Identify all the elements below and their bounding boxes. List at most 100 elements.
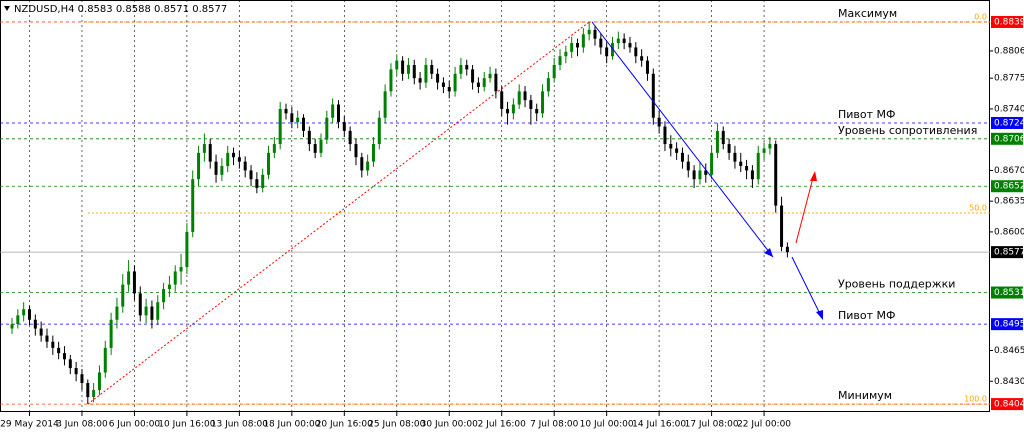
candle-body (430, 65, 434, 74)
candle-body (191, 179, 195, 232)
candle-body (412, 65, 416, 79)
candle-body (564, 51, 568, 57)
candle-body (657, 117, 661, 127)
plot-frame (0, 0, 990, 412)
candle-body (313, 144, 317, 153)
candle-body (115, 306, 119, 320)
candle-body (517, 91, 521, 105)
candle-body (284, 108, 288, 114)
candle-body (360, 157, 364, 171)
candle-body (57, 347, 61, 354)
candle-body (710, 152, 714, 175)
level-text: Максимум (838, 7, 897, 20)
candle-body (167, 284, 171, 290)
candle-body (541, 91, 545, 114)
candle-body (733, 152, 737, 162)
candle-body (663, 126, 667, 145)
candle-body (383, 91, 387, 118)
candle-body (599, 38, 603, 48)
forecast-arrow (791, 256, 823, 319)
candle-body (173, 271, 177, 285)
candle-body (605, 47, 609, 57)
candle-body (721, 130, 725, 145)
candle-body (377, 117, 381, 145)
level-price: 0.8706 (994, 134, 1024, 144)
candle-body (138, 293, 142, 316)
candle-body (675, 148, 679, 153)
candle-body (144, 306, 148, 316)
candle-body (593, 29, 597, 39)
level-box (991, 286, 1023, 299)
candle-body (471, 69, 475, 83)
candle-body (97, 372, 101, 391)
candle-body (267, 152, 271, 175)
candle-body (750, 170, 754, 180)
candle-body (506, 108, 510, 114)
candle-body (634, 47, 638, 57)
candle-body (395, 60, 399, 70)
level-price: 0.8724 (994, 118, 1024, 128)
candle-body (68, 359, 72, 369)
level-price: 0.8531 (994, 288, 1024, 298)
x-tick-label: 30 Jun 00:00 (421, 420, 478, 430)
candle-body (616, 38, 620, 44)
candle-body (581, 34, 585, 48)
candle-body (121, 284, 125, 307)
x-tick-label: 6 Jun 00:00 (109, 420, 161, 430)
candle-body (698, 170, 702, 180)
candle-body (27, 309, 31, 320)
level-box (991, 132, 1023, 145)
candle-body (62, 353, 66, 360)
candle-body (51, 341, 55, 348)
candle-body (622, 38, 626, 44)
level-box (991, 246, 1023, 259)
candle-body (92, 390, 96, 398)
candle-body (523, 91, 527, 101)
candle-body (494, 73, 498, 92)
fibo-label: 100.0 (964, 395, 987, 404)
level-text: Уровень поддержки (838, 278, 955, 291)
close: 0.8577 (192, 4, 227, 15)
level-price: 0.8839 (994, 17, 1024, 27)
candle-body (680, 152, 684, 162)
x-tick-label: 17 Jul 08:00 (685, 420, 739, 430)
candle-body (16, 315, 20, 325)
candle-body (576, 43, 580, 48)
candle-body (645, 60, 649, 74)
level-price: 0.8577 (994, 248, 1024, 258)
candle-body (546, 78, 550, 92)
candle-body (342, 122, 346, 131)
candle-body (459, 65, 463, 74)
x-tick-label: 10 Jun 16:00 (158, 420, 215, 430)
candle-body (150, 306, 154, 320)
arrow-head (816, 310, 823, 320)
candle-body (704, 170, 708, 175)
candle-body (366, 161, 370, 171)
candle-body (535, 108, 539, 114)
candle-body (768, 144, 772, 149)
candle-body (278, 108, 282, 145)
candle-body (628, 43, 632, 48)
chart-title: NZDUSD,H4 0.8583 0.8588 0.8571 0.8577 (14, 4, 227, 15)
candle-body (500, 91, 504, 109)
candle-body (488, 73, 492, 79)
candle-body (307, 130, 311, 145)
candle-body (261, 174, 265, 188)
level-box (991, 116, 1023, 129)
candle-body (669, 144, 673, 149)
candle-body (80, 374, 84, 384)
y-tick-label: 0.8806 (994, 46, 1024, 56)
level-box (991, 15, 1023, 28)
candle-body (45, 335, 49, 342)
candle-body (780, 205, 784, 247)
candle-body (208, 144, 212, 162)
y-tick-label: 0.8740 (994, 104, 1024, 114)
candle-body (220, 166, 224, 175)
candle-body (686, 161, 690, 171)
candle-body (511, 104, 515, 114)
candle-body (214, 161, 218, 175)
low: 0.8571 (154, 4, 189, 15)
candle-body (249, 170, 253, 180)
